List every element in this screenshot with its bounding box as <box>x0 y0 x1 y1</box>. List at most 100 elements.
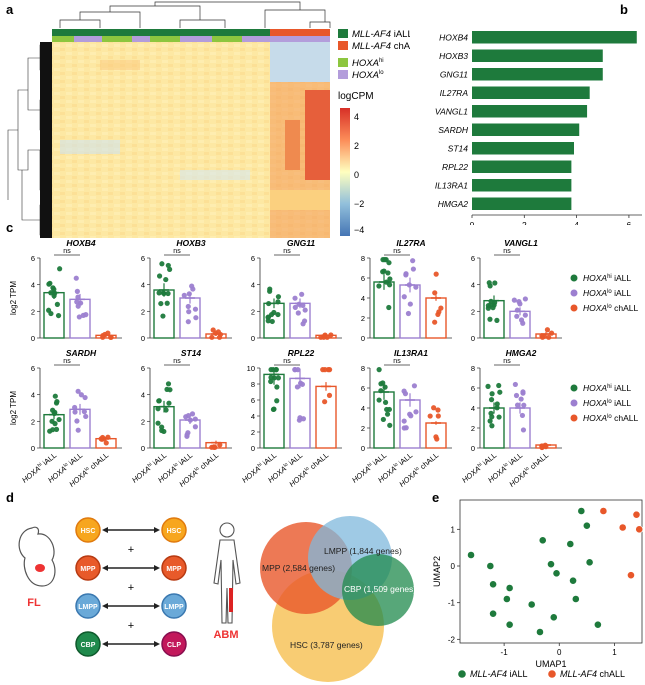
y-tick-label: 4 <box>471 404 475 413</box>
fetus-icon <box>18 526 56 587</box>
data-point <box>165 262 171 269</box>
svg-text:CBP: CBP <box>81 642 96 649</box>
adult-icon <box>213 522 241 624</box>
data-point <box>301 318 308 324</box>
ns-label: ns <box>503 358 511 365</box>
ns-label: ns <box>173 358 181 365</box>
data-point <box>105 434 111 440</box>
data-point <box>156 398 162 404</box>
data-point <box>164 300 170 306</box>
data-point <box>268 311 275 318</box>
data-point <box>539 333 545 339</box>
data-point <box>75 294 81 300</box>
legend-dot <box>570 414 578 422</box>
data-point <box>72 404 78 411</box>
y-tick-label: 6 <box>251 254 255 263</box>
legend-hoxa-hi-text: HOXAhi <box>352 58 384 69</box>
data-point <box>187 417 193 423</box>
data-point <box>386 260 392 266</box>
y-tick-label: 8 <box>251 380 255 389</box>
legend-chall-swatch <box>338 41 348 50</box>
data-point <box>410 266 416 272</box>
data-point <box>376 367 382 373</box>
cell-right-clp: CLP <box>161 631 187 657</box>
y-tick-label: 4 <box>361 404 365 413</box>
point-chall <box>627 571 635 580</box>
legend-dot <box>570 384 578 392</box>
point-iall <box>467 551 475 559</box>
ns-label: ns <box>283 248 291 255</box>
data-point <box>156 290 162 296</box>
row-label-block <box>40 42 52 238</box>
y-tick-label: 0 <box>361 334 365 343</box>
data-point <box>488 397 495 403</box>
data-point <box>295 310 301 316</box>
data-point <box>511 297 517 303</box>
bar <box>472 68 603 81</box>
data-point <box>159 427 165 434</box>
data-point <box>322 399 328 405</box>
svg-text:CLP: CLP <box>167 642 181 649</box>
ns-label: ns <box>503 248 511 255</box>
data-point <box>402 391 409 397</box>
y-tick-label: 8 <box>471 364 475 373</box>
data-point <box>380 269 386 275</box>
y-tick-label: 2 <box>31 417 35 426</box>
data-point <box>492 280 498 286</box>
data-point <box>294 384 301 390</box>
legend-label: HOXAlo chALL <box>583 303 639 313</box>
y-tick-label: 4 <box>361 294 365 303</box>
data-point <box>74 418 80 424</box>
data-point <box>494 401 500 407</box>
data-point <box>108 334 114 340</box>
mean-bar <box>373 281 395 339</box>
data-point <box>438 305 444 311</box>
y-tick-label: 4 <box>141 281 145 290</box>
data-point <box>46 307 52 313</box>
abm-label: ABM <box>213 629 238 641</box>
data-point <box>494 317 500 323</box>
subplot-title: GNG11 <box>287 238 315 248</box>
svg-text:HSC: HSC <box>81 528 96 535</box>
plot-frame <box>459 499 643 644</box>
plus-signs: + + + <box>128 544 134 632</box>
data-point <box>292 295 298 301</box>
data-point <box>520 427 527 433</box>
data-point <box>156 273 163 279</box>
data-point <box>268 378 274 385</box>
y-tick-label: 8 <box>361 364 365 373</box>
data-point <box>322 367 328 373</box>
data-point <box>51 286 57 292</box>
y-tick-label: 2 <box>31 307 35 316</box>
data-point <box>216 334 223 340</box>
data-point <box>82 394 88 401</box>
point-iall <box>549 613 558 622</box>
y-tick-label: 2 <box>471 424 475 433</box>
data-point <box>50 407 56 413</box>
bar <box>472 86 590 99</box>
point-chall <box>635 525 644 534</box>
data-point <box>103 440 109 446</box>
data-point <box>522 296 528 302</box>
cell-diagram: HSC MPP LMPP CBP HSC MPP <box>75 517 187 657</box>
data-point <box>163 276 169 283</box>
mean-bar <box>483 407 505 449</box>
data-point <box>54 301 60 307</box>
legend-dot <box>570 274 578 282</box>
data-point <box>192 306 199 312</box>
legend-dot <box>548 670 556 678</box>
data-point <box>322 332 328 338</box>
subplot-title: HMGA2 <box>506 348 537 358</box>
y-tick-label: 4 <box>251 412 255 421</box>
data-point <box>72 409 78 415</box>
panel-e-letter: e <box>432 490 439 505</box>
data-point <box>432 290 438 296</box>
x-tick-label: 2 <box>522 220 527 225</box>
data-point <box>164 386 170 392</box>
data-point <box>427 413 433 419</box>
subplot-title: IL27RA <box>396 238 425 248</box>
y-tick-label: 2 <box>361 424 365 433</box>
bar-category-label: ST14 <box>448 143 469 153</box>
data-point <box>521 402 527 408</box>
data-point <box>433 271 439 277</box>
